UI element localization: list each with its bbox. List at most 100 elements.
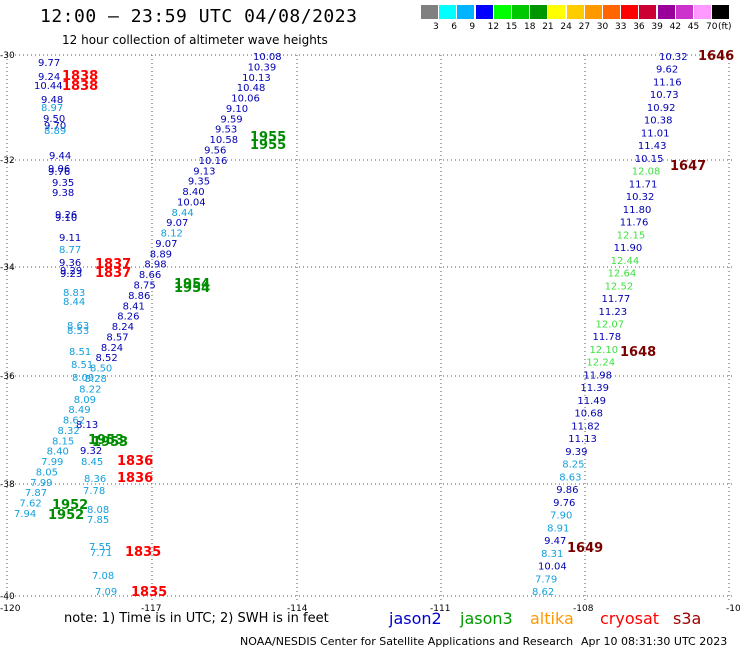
swh-label: 11.49 — [577, 396, 606, 407]
swh-label: 8.44 — [63, 297, 85, 308]
legend-label: 15 — [505, 22, 518, 32]
swh-label: 10.04 — [177, 197, 206, 208]
swh-label: 10.73 — [650, 90, 679, 101]
swh-label: 7.71 — [90, 548, 112, 559]
legend-label: 6 — [451, 22, 457, 32]
latitude-label: -34 — [0, 263, 15, 273]
swh-label: 10.16 — [199, 156, 228, 167]
swh-label: 9.62 — [656, 65, 678, 76]
swh-label: 11.77 — [602, 294, 631, 305]
swh-label: 8.49 — [68, 405, 90, 416]
swh-label: 12.10 — [589, 345, 618, 356]
swh-label: 11.76 — [620, 218, 649, 229]
pass-time-label: 1837 — [95, 266, 131, 281]
pass-time-label: 1955 — [250, 138, 286, 153]
swh-label: 12.15 — [617, 230, 646, 241]
swh-label: 11.16 — [653, 77, 682, 88]
generated-timestamp: Apr 10 08:31:30 UTC 2023 — [581, 635, 728, 648]
legend-swatch — [639, 5, 657, 19]
pass-time-label: 1835 — [131, 585, 167, 600]
swh-label: 9.77 — [38, 58, 60, 69]
legend-label: 36 — [633, 22, 645, 32]
legend-swatch — [566, 5, 584, 19]
swh-label: 11.98 — [583, 370, 612, 381]
swh-label: 8.62 — [532, 587, 554, 598]
swh-label: 9.76 — [48, 167, 70, 178]
swh-label: 8.24 — [112, 322, 134, 333]
credit-line: NOAA/NESDIS Center for Satellite Applica… — [240, 635, 574, 648]
swh-label: 9.48 — [41, 95, 63, 106]
swh-label: 9.50 — [43, 114, 65, 125]
swh-label: 8.98 — [144, 260, 166, 271]
satellite-altika: altika — [530, 609, 574, 628]
legend-label: 18 — [524, 22, 536, 32]
legend-label: 21 — [542, 22, 554, 32]
swh-label: 9.10 — [55, 213, 77, 224]
swh-label: 8.89 — [150, 249, 172, 260]
swh-label: 11.39 — [580, 383, 609, 394]
swh-label: 9.39 — [565, 447, 587, 458]
swh-label: 11.80 — [623, 205, 652, 216]
swh-label: 9.26 — [55, 210, 77, 221]
satellite-cryosat: cryosat — [600, 609, 660, 628]
swh-label: 7.62 — [19, 499, 41, 510]
swh-label: 9.32 — [80, 446, 102, 457]
swh-label: 9.44 — [49, 151, 71, 162]
legend-label: 12 — [487, 22, 500, 32]
swh-label: 8.51 — [69, 347, 91, 358]
latitude-label: -36 — [0, 372, 15, 382]
swh-label: 9.11 — [59, 233, 81, 244]
swh-label: 8.89 — [44, 126, 66, 137]
swh-label: 11.01 — [641, 128, 670, 139]
swh-label: 10.15 — [635, 154, 664, 165]
swh-label: 12.52 — [605, 281, 634, 292]
swh-label: 12.44 — [611, 256, 640, 267]
pass-time-label: 1954 — [174, 277, 210, 292]
swh-label: 10.38 — [644, 116, 673, 127]
swh-label: 11.43 — [638, 141, 667, 152]
longitude-label: -10 — [726, 604, 740, 614]
longitude-label: -111 — [430, 604, 450, 614]
swh-label: 9.24 — [38, 72, 60, 83]
longitude-label: -108 — [573, 604, 594, 614]
swh-label: 8.24 — [101, 343, 123, 354]
swh-label: 9.70 — [44, 121, 66, 132]
swh-label: 10.68 — [574, 409, 603, 420]
legend-label: 70 — [706, 22, 718, 32]
satellite-jason2: jason2 — [389, 609, 442, 628]
swh-label: 8.66 — [139, 270, 161, 281]
swh-label: 8.77 — [59, 245, 81, 256]
latitude-label: -40 — [0, 592, 15, 602]
swh-label: 9.47 — [544, 536, 566, 547]
pass-time-label: 1955 — [250, 130, 286, 145]
swh-label: 11.82 — [571, 421, 600, 432]
swh-label: 7.99 — [41, 457, 63, 468]
pass-time-labels: 1838183818371837183618361835183519551955… — [48, 49, 734, 600]
swh-label: 8.09 — [72, 373, 94, 384]
legend-label: 42 — [669, 22, 682, 32]
swh-label: 8.53 — [67, 326, 89, 337]
swh-label: 8.57 — [106, 332, 128, 343]
swh-label: 10.06 — [231, 94, 260, 105]
swh-label: 8.13 — [76, 420, 98, 431]
swh-label: 12.08 — [632, 167, 661, 178]
swh-label: 8.08 — [87, 505, 109, 516]
legend-label: 3 — [433, 22, 439, 32]
swh-label: 8.62 — [63, 416, 85, 427]
swh-label: 9.13 — [193, 166, 215, 177]
map-subtitle: 12 hour collection of altimeter wave hei… — [62, 33, 328, 47]
pass-time-label: 1648 — [620, 345, 656, 360]
swh-label: 9.35 — [52, 178, 74, 189]
satellite-jason3: jason3 — [460, 609, 513, 628]
axis-labels: -120 -117 -114 -111 -108 -10 -30 -32 -34 -36 -38 -4… — [0, 51, 740, 614]
legend-unit: (ft) — [718, 22, 732, 32]
legend-label: 33 — [615, 22, 627, 32]
swh-label: 8.52 — [95, 353, 117, 364]
pass-time-label: 1646 — [698, 49, 734, 64]
swh-label: 7.87 — [25, 488, 47, 499]
latitude-label: -38 — [0, 480, 15, 490]
swh-label: 9.07 — [155, 239, 177, 250]
legend-swatch — [675, 5, 693, 19]
swh-label: 12.24 — [586, 358, 615, 369]
swh-label: 11.71 — [629, 179, 658, 190]
